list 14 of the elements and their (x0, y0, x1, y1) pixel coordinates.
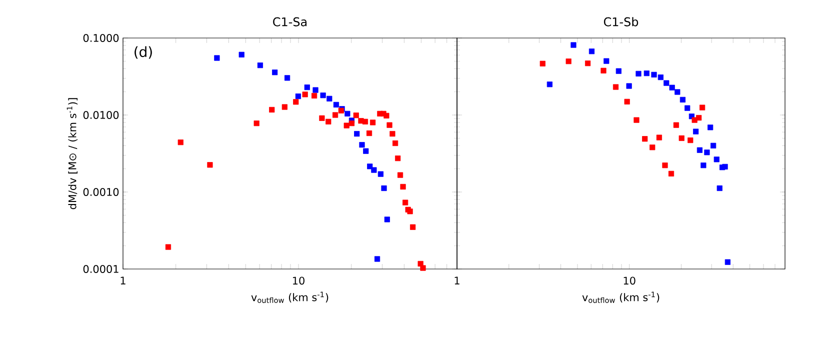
x-axis-title: v$_{outflow}$ (km s$^{-1}$) (251, 292, 328, 303)
y-tick-label: 0.0001 (83, 265, 118, 273)
y-tick-label: 0.0100 (83, 111, 119, 119)
y-axis-title: dM/dv [M⊙ / (km s$^{-1}$)] (66, 98, 78, 210)
x-tick-label: 10 (624, 276, 636, 285)
x-tick-label: 1 (120, 276, 126, 284)
x-axis-title: v$_{outflow}$ (km s$^{-1}$) (582, 292, 660, 303)
y-tick-label: 0.1000 (83, 34, 119, 42)
chart-title: C1-Sb (604, 17, 638, 26)
y-tick-label: 0.0010 (83, 188, 119, 196)
chart-title: C1-Sa (273, 17, 306, 26)
annotation: (d) (134, 46, 152, 59)
x-tick-label: 1 (454, 276, 460, 284)
x-tick-label: 10 (292, 276, 304, 285)
